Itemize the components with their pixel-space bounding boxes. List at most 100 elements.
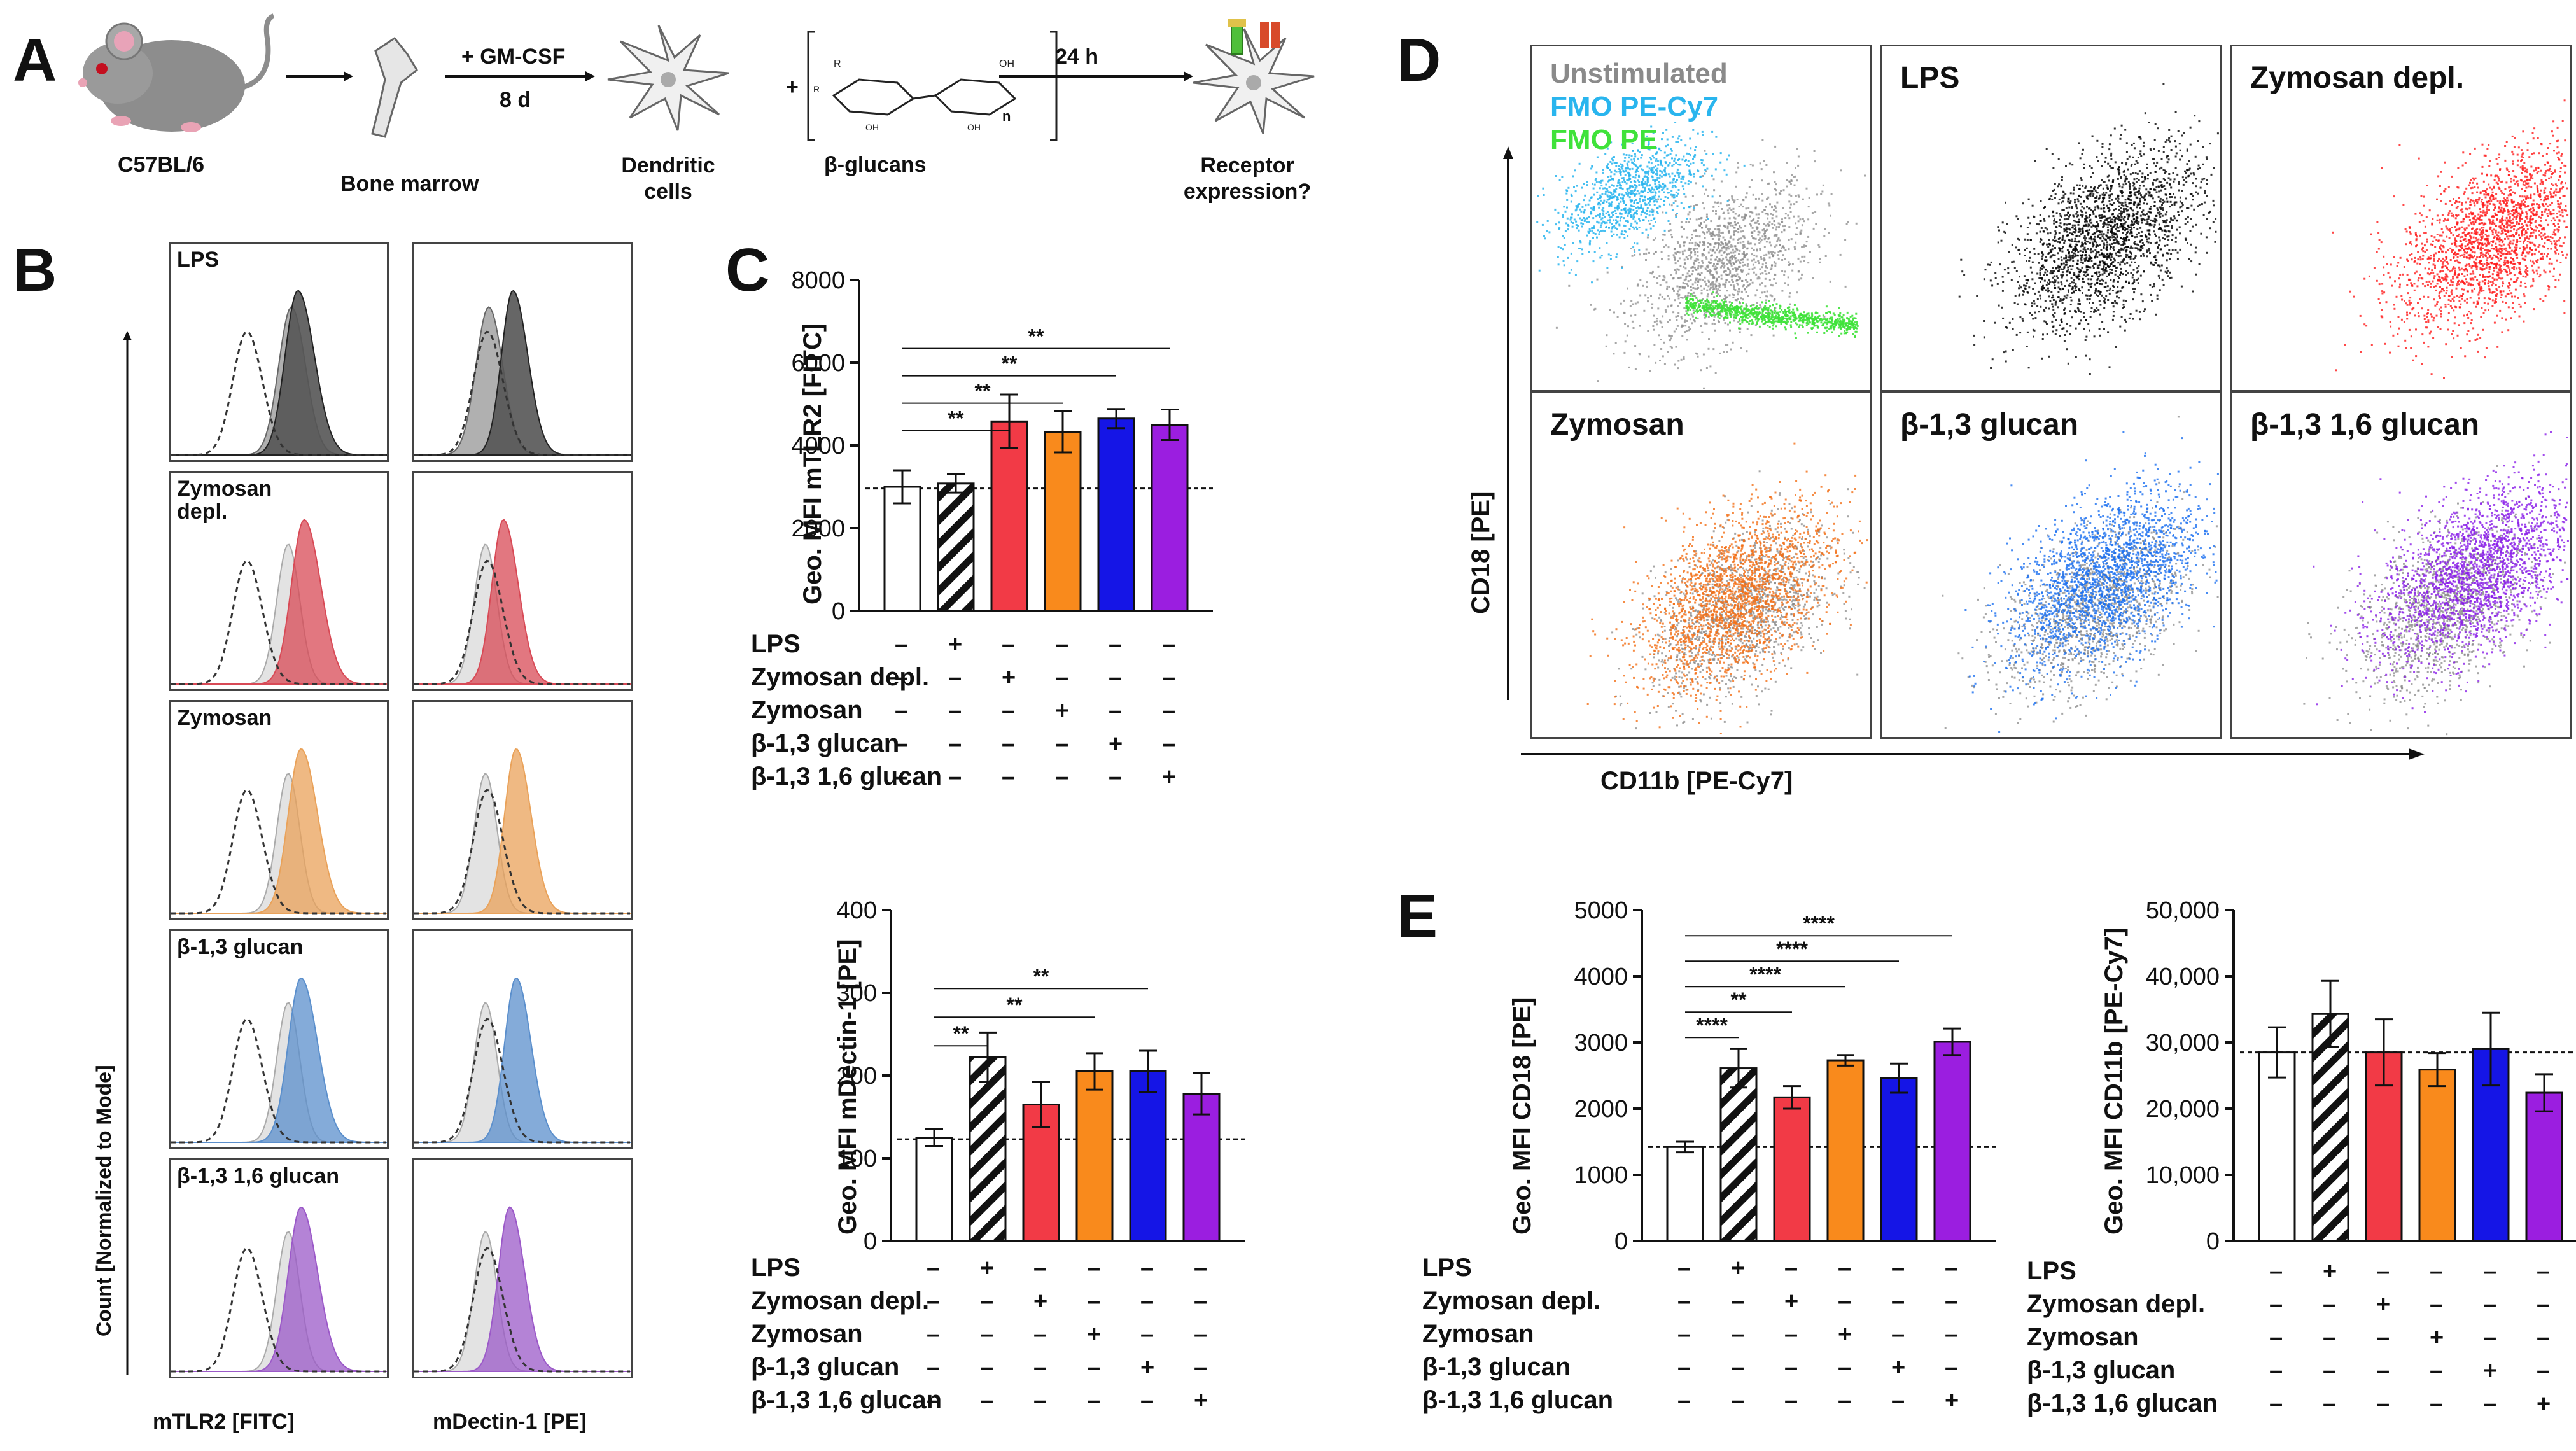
significance-label: ** xyxy=(1002,353,1018,375)
treatment-mark: – xyxy=(1731,1321,1745,1348)
significance-label: **** xyxy=(1803,912,1835,935)
bar xyxy=(2418,1069,2456,1242)
y-tick-label: 10,000 xyxy=(2146,1162,2220,1189)
treatment-mark: – xyxy=(1784,1387,1798,1414)
y-tick-label: 6000 xyxy=(791,350,845,377)
bar xyxy=(990,420,1028,612)
scatter-cloud xyxy=(1536,101,1746,284)
tlr2-histogram: Zymosan xyxy=(169,700,389,920)
label-mouse: C57BL/6 xyxy=(118,153,205,177)
histogram-plot xyxy=(414,748,631,915)
scatter-plot xyxy=(1536,101,1866,389)
treatment-mark: – xyxy=(2537,1324,2551,1351)
y-tick-label: 30,000 xyxy=(2146,1030,2220,1056)
treatment-row-label: LPS xyxy=(751,1254,801,1282)
histogram-fmo xyxy=(414,1247,630,1373)
bar xyxy=(1044,431,1082,612)
scatter-plot xyxy=(2303,431,2569,736)
treatment-mark: + xyxy=(1945,1387,1959,1414)
treatment-mark: – xyxy=(1002,697,1016,724)
label-bone: Bone marrow xyxy=(340,172,493,197)
treatment-mark: – xyxy=(895,697,909,724)
tlr2-histogram: LPS xyxy=(169,242,389,462)
treatment-mark: – xyxy=(1838,1387,1852,1414)
treatment-mark: – xyxy=(2323,1357,2337,1384)
dectin-histogram xyxy=(412,700,633,920)
treatment-mark: – xyxy=(1140,1387,1154,1414)
treatment-mark: – xyxy=(1033,1387,1047,1414)
histogram-stimulated xyxy=(414,748,631,914)
treatment-mark: + xyxy=(2430,1324,2444,1351)
treatment-mark: – xyxy=(1194,1288,1208,1315)
treatment-mark: – xyxy=(1731,1288,1745,1315)
y-axis-label: Geo. MFI mTLR2 [FITC] xyxy=(799,323,827,605)
treatment-mark: – xyxy=(2269,1357,2283,1384)
scatter-cloud xyxy=(1958,83,2219,375)
treatment-mark: – xyxy=(1194,1255,1208,1282)
label-arrow2-top: + GM-CSF xyxy=(461,45,566,69)
treatment-mark: – xyxy=(2323,1391,2337,1417)
treatment-mark: – xyxy=(980,1387,994,1414)
y-tick-label: 0 xyxy=(1614,1228,1628,1255)
histogram-stimulated xyxy=(414,519,631,685)
scatter-panel-title: Zymosan xyxy=(1550,408,1684,442)
treatment-row-label: LPS xyxy=(1422,1254,1472,1282)
significance-label: ** xyxy=(1007,993,1023,1016)
treatment-mark: – xyxy=(927,1321,941,1348)
histogram-fmo xyxy=(171,1018,386,1144)
histogram-label: β-1,3 1,6 glucan xyxy=(177,1164,340,1188)
dendritic-cell-receptor-icon xyxy=(1193,19,1315,134)
treatment-mark: – xyxy=(1945,1321,1959,1348)
treatment-mark: – xyxy=(895,631,909,658)
y-tick-label: 3000 xyxy=(1574,1030,1628,1056)
treatment-mark: – xyxy=(980,1288,994,1315)
y-tick-label: 2000 xyxy=(1574,1096,1628,1123)
scatter-cloud xyxy=(2313,431,2569,713)
panel-d-y-arrow xyxy=(1503,146,1513,700)
treatment-mark: – xyxy=(1002,631,1016,658)
treatment-mark: + xyxy=(948,631,963,658)
scatter-panel-title: β-1,3 glucan xyxy=(1900,408,2079,442)
bar xyxy=(2525,1091,2563,1242)
treatment-mark: – xyxy=(1945,1288,1959,1315)
treatment-row-label: β-1,3 glucan xyxy=(751,729,900,757)
treatment-mark: – xyxy=(948,664,962,691)
treatment-mark: + xyxy=(1838,1321,1852,1348)
y-tick-label: 8000 xyxy=(791,267,845,294)
svg-text:OH: OH xyxy=(999,59,1014,69)
scatter-legend-item: FMO PE xyxy=(1550,124,1658,155)
histogram-stimulated xyxy=(171,1206,387,1372)
treatment-mark: – xyxy=(1677,1354,1691,1381)
scatter-panel: Zymosan depl. xyxy=(2230,45,2572,392)
histogram-fmo xyxy=(171,1247,386,1373)
bar xyxy=(1182,1093,1221,1242)
treatment-mark: – xyxy=(1055,664,1069,691)
treatment-row-label: β-1,3 1,6 glucan xyxy=(751,762,942,790)
treatment-mark: – xyxy=(1891,1255,1905,1282)
bar xyxy=(1719,1067,1758,1242)
histogram-label: LPS xyxy=(177,248,220,272)
treatment-mark: – xyxy=(1055,764,1069,790)
treatment-mark: – xyxy=(948,697,962,724)
treatment-mark: – xyxy=(1891,1387,1905,1414)
scatter-cloud xyxy=(1685,291,1859,339)
histogram-label: β-1,3 glucan xyxy=(177,935,304,959)
panel-d-x-axis: CD11b [PE-Cy7] xyxy=(1600,767,1793,795)
chart-e_cd11b: 0 10,000 20,000 30,000 40,000 50,000 xyxy=(2146,897,2576,1255)
treatment-mark: – xyxy=(2430,1391,2444,1417)
y-tick-label: 300 xyxy=(837,980,877,1007)
treatment-mark: – xyxy=(1162,731,1176,757)
scatter-cloud xyxy=(1555,139,1866,389)
treatment-row-label: Zymosan depl. xyxy=(751,1287,930,1315)
treatment-row-label: Zymosan xyxy=(1422,1320,1534,1348)
histogram-fmo xyxy=(171,559,386,685)
bar xyxy=(1075,1070,1114,1242)
treatment-mark: – xyxy=(1194,1321,1208,1348)
treatment-mark: – xyxy=(1891,1288,1905,1315)
treatment-mark: + xyxy=(1055,697,1070,724)
scatter-cloud xyxy=(1586,442,1868,734)
treatment-mark: – xyxy=(2376,1357,2390,1384)
scatter-panel: Zymosan xyxy=(1530,391,1872,739)
glucan-structure: R OH OH OH R xyxy=(807,31,1058,141)
